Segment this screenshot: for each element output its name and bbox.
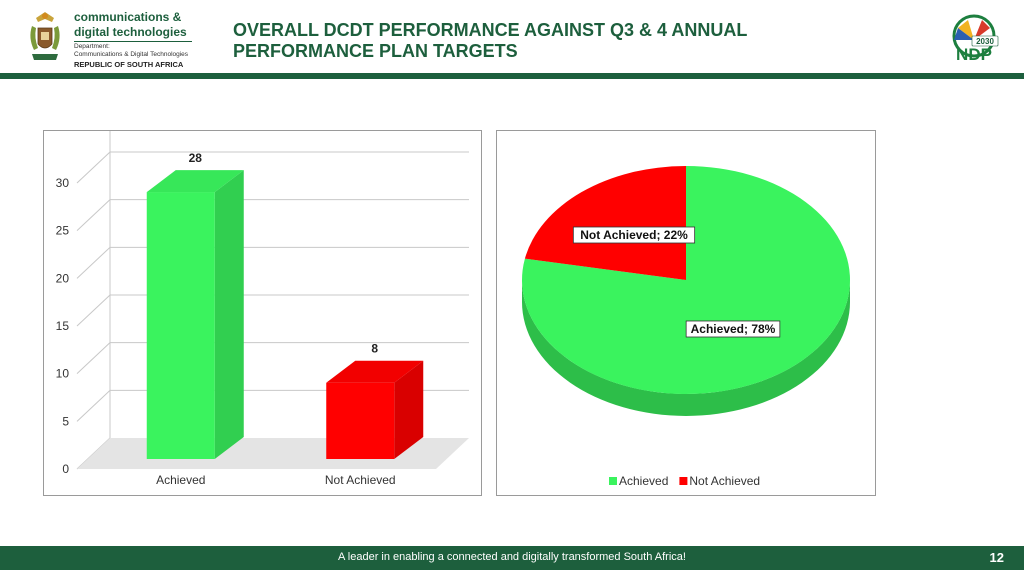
bar-chart: 0 5 10 15 20 25 30 28 Achieved 8 Not Achieved: [56, 122, 469, 487]
bar-chart-bars: [146, 170, 424, 460]
legend-label: Not Achieved: [689, 474, 760, 488]
pie-chart: Achieved; 78% Not Achieved; 22% Achieved N…: [522, 166, 850, 488]
header-divider: [0, 73, 1024, 79]
pie-chart-slices: [522, 166, 850, 416]
pie-data-label-box: [685, 320, 781, 338]
coat-of-arms-icon: [30, 12, 60, 60]
department-full-name: Communications & Digital Technologies: [74, 51, 189, 58]
bar-chart-gridline-side: [76, 199, 111, 232]
country-name: REPUBLIC OF SOUTH AFRICA: [74, 60, 184, 69]
y-tick-label: 30: [56, 176, 70, 190]
page-footer: A leader in enabling a connected and dig…: [0, 546, 1024, 570]
department-subtitle: Department: Communications & Digital Tec…: [74, 43, 188, 59]
bar-side-face: [394, 360, 424, 459]
y-tick-label: 25: [56, 224, 70, 238]
y-tick-label: 0: [62, 462, 69, 476]
bar-front-face: [146, 192, 215, 460]
ndp-label: NDP: [956, 45, 992, 64]
bar-achieved: [146, 170, 244, 460]
department-name: communications & digital technologies: [74, 10, 187, 40]
department-divider: [74, 41, 192, 42]
pie-chart-labels: Achieved; 78% Not Achieved; 22%: [572, 226, 781, 338]
pie-chart-legend: Achieved Not Achieved: [609, 474, 760, 488]
department-label: Department:: [74, 43, 110, 50]
footer-tagline: A leader in enabling a connected and dig…: [338, 551, 686, 563]
ndp-logo: 2030 NDP: [952, 14, 999, 64]
pie-data-label-box: [572, 226, 696, 244]
bar-chart-gridline-side: [76, 151, 111, 184]
pie-slice-side: [522, 280, 850, 416]
y-tick-label: 10: [56, 367, 70, 381]
department-logo: communications & digital technologies De…: [24, 8, 199, 69]
pie-data-label: Not Achieved; 22%: [580, 228, 688, 242]
bar-chart-gridline-side: [76, 294, 111, 327]
bar-value-label: 28: [189, 151, 203, 165]
bar-chart-labels: 0 5 10 15 20 25 30 28 Achieved 8 Not Achieved: [56, 151, 396, 487]
department-name-line1: communications &: [74, 10, 182, 24]
bar-top-face: [326, 360, 424, 383]
y-tick-label: 20: [56, 271, 70, 285]
bar-front-face: [326, 382, 395, 459]
legend-label: Achieved: [619, 474, 668, 488]
bar-chart-gridline-side: [76, 389, 111, 422]
page-header: communications & digital technologies De…: [0, 0, 1024, 74]
pie-slice-not-achieved: [524, 166, 686, 280]
y-tick-label: 15: [56, 319, 70, 333]
legend-swatch: [679, 477, 688, 485]
x-category-label: Achieved: [156, 473, 205, 487]
pie-chart-panel: Achieved; 78% Not Achieved; 22% Achieved N…: [496, 130, 876, 496]
bar-chart-gridline-side: [76, 342, 111, 375]
ndp-year: 2030: [976, 37, 994, 46]
bar-not-achieved: [326, 360, 424, 459]
bar-value-label: 8: [371, 342, 378, 356]
pie-data-label: Achieved; 78%: [691, 322, 776, 336]
bar-top-face: [146, 170, 244, 193]
department-name-line2: digital technologies: [74, 25, 187, 39]
page-title: OVERALL DCDT PERFORMANCE AGAINST Q3 & 4 …: [233, 20, 748, 61]
bar-side-face: [214, 170, 244, 460]
y-tick-label: 5: [62, 414, 69, 428]
page-number: 12: [989, 550, 1004, 565]
legend-swatch: [609, 477, 617, 485]
x-category-label: Not Achieved: [325, 473, 396, 487]
bar-chart-panel: 0 5 10 15 20 25 30 28 Achieved 8 Not Achieved: [43, 122, 482, 496]
bar-chart-gridline-side: [76, 246, 111, 279]
